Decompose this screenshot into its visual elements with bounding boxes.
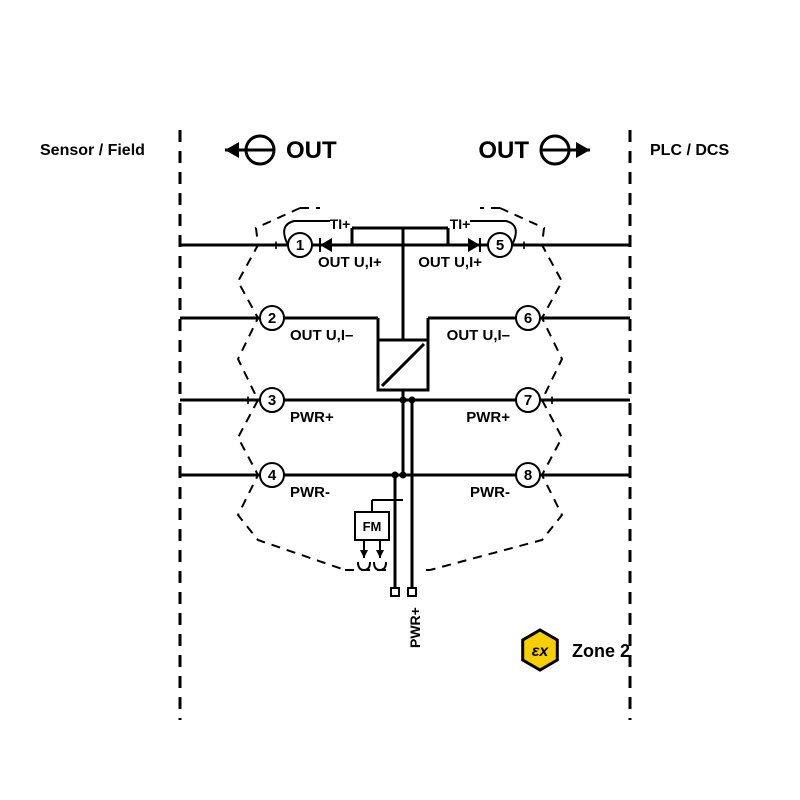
svg-text:OUT U,I–: OUT U,I–	[290, 327, 353, 344]
svg-text:TI+: TI+	[330, 216, 351, 232]
svg-text:OUT U,I–: OUT U,I–	[447, 327, 510, 344]
svg-text:7: 7	[524, 392, 532, 409]
svg-text:Zone 2: Zone 2	[572, 641, 630, 661]
svg-text:PWR-: PWR-	[470, 484, 510, 501]
svg-text:–: –	[548, 467, 556, 484]
svg-text:1: 1	[296, 237, 304, 254]
svg-text:OUT: OUT	[478, 137, 529, 164]
svg-text:–: –	[244, 310, 252, 327]
svg-text:3: 3	[268, 392, 276, 409]
svg-text:+: +	[244, 392, 253, 409]
svg-text:TI+: TI+	[450, 216, 471, 232]
svg-text:–: –	[548, 310, 556, 327]
svg-text:PLC / DCS: PLC / DCS	[650, 142, 729, 159]
svg-text:–: –	[244, 467, 252, 484]
svg-text:PWR+: PWR+	[466, 409, 510, 426]
svg-text:+: +	[272, 237, 281, 254]
svg-text:OUT U,I+: OUT U,I+	[318, 254, 382, 271]
svg-text:PWR+: PWR+	[407, 607, 423, 648]
svg-text:8: 8	[524, 467, 532, 484]
svg-text:εx: εx	[532, 643, 550, 660]
svg-text:5: 5	[496, 237, 504, 254]
svg-text:4: 4	[268, 467, 277, 484]
svg-text:PWR+: PWR+	[290, 409, 334, 426]
svg-text:Sensor / Field: Sensor / Field	[40, 142, 145, 159]
svg-text:OUT: OUT	[286, 137, 337, 164]
svg-text:OUT U,I+: OUT U,I+	[418, 254, 482, 271]
svg-text:+: +	[548, 392, 557, 409]
svg-text:+: +	[520, 237, 529, 254]
svg-text:2: 2	[268, 310, 276, 327]
svg-text:FM: FM	[363, 519, 382, 534]
svg-text:6: 6	[524, 310, 532, 327]
svg-text:PWR-: PWR-	[290, 484, 330, 501]
svg-text:PWR–: PWR–	[0, 0, 41, 3]
